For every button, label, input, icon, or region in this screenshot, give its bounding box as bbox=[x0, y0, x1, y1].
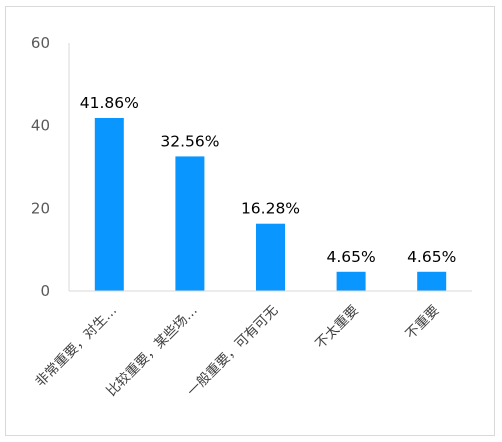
y-tick-label: 20 bbox=[31, 199, 50, 217]
bar bbox=[417, 271, 447, 291]
bars bbox=[94, 117, 447, 291]
data-label: 16.28% bbox=[241, 200, 300, 218]
x-tick-label: 非常重要，对生… bbox=[32, 303, 120, 391]
data-labels: 41.86% 32.56% 16.28% 4.65% 4.65% bbox=[80, 94, 457, 266]
data-label: 32.56% bbox=[160, 132, 219, 150]
x-tick-label: 一般重要，可有可无 bbox=[184, 303, 281, 400]
bar bbox=[175, 156, 205, 291]
bar bbox=[256, 223, 285, 291]
y-axis: 0 20 40 60 bbox=[31, 34, 70, 300]
x-tick-label: 不太重要 bbox=[312, 303, 361, 352]
bar bbox=[336, 271, 366, 291]
y-tick-label: 60 bbox=[31, 34, 50, 52]
y-tick-label: 40 bbox=[31, 117, 50, 135]
chart-frame: 0 20 40 60 41.86% 32.56% 16.28% 4.65% 4.65% 非常重… bbox=[5, 6, 495, 436]
bar bbox=[94, 117, 124, 291]
x-tick-label: 不重要 bbox=[403, 303, 443, 343]
data-label: 4.65% bbox=[407, 248, 456, 266]
data-label: 4.65% bbox=[326, 248, 375, 266]
x-axis: 非常重要，对生…比较重要，某些场…一般重要，可有可无 不太重要 不重要 bbox=[32, 290, 472, 400]
bar-chart: 0 20 40 60 41.86% 32.56% 16.28% 4.65% 4.65% 非常重… bbox=[31, 34, 472, 400]
y-tick-label: 0 bbox=[40, 282, 50, 300]
data-label: 41.86% bbox=[80, 94, 139, 112]
